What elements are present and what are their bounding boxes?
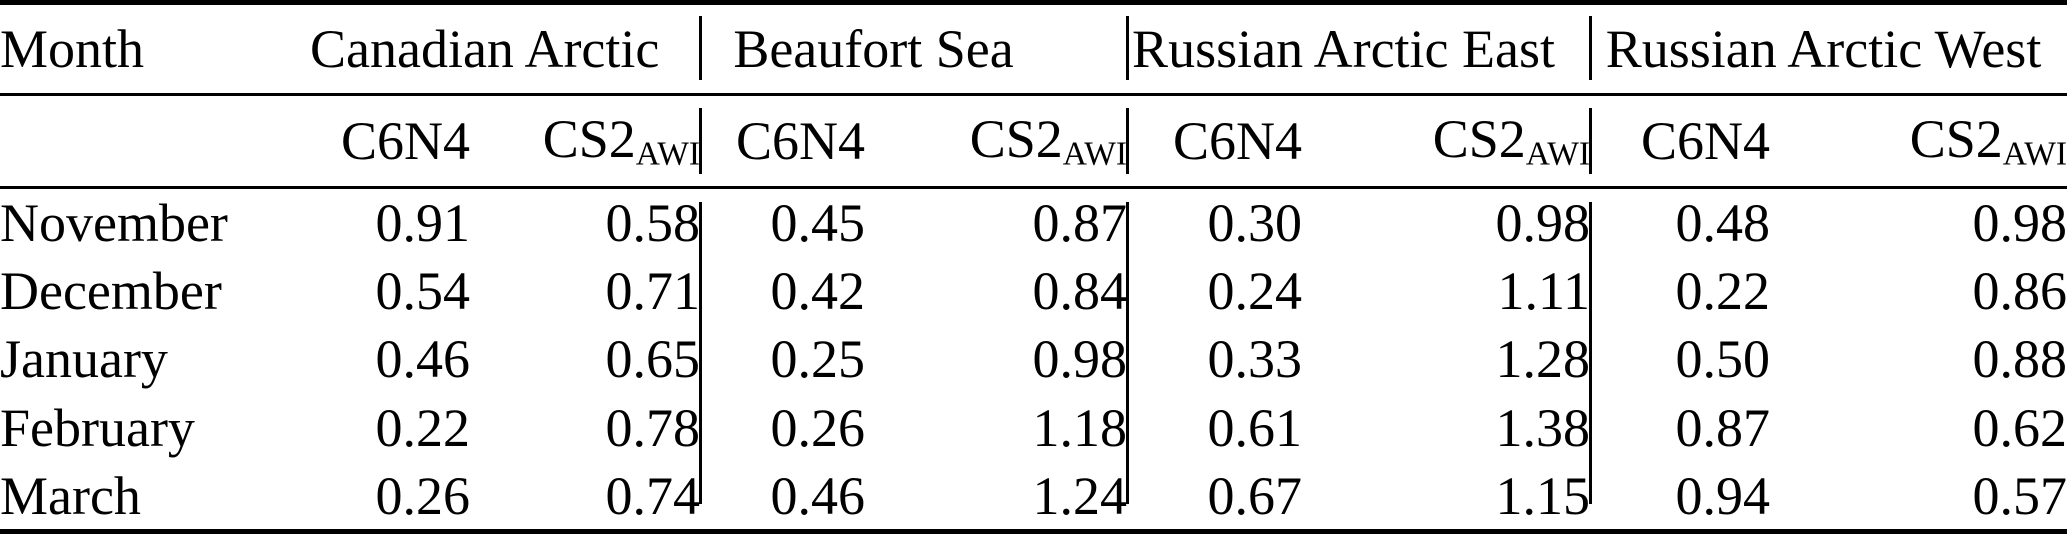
month-column-header: Month bbox=[0, 2, 310, 97]
value-cell: 0.26 bbox=[375, 465, 471, 526]
value-cell: 0.57 bbox=[1972, 465, 2067, 526]
value-cell: 0.86 bbox=[1972, 260, 2067, 321]
cs2-label: CS2 bbox=[1909, 109, 2003, 170]
value-cell: 1.18 bbox=[1032, 398, 1128, 459]
cs2-subscript: AWI bbox=[2002, 135, 2067, 173]
value-cell: 0.22 bbox=[1675, 260, 1771, 321]
table-row: November 0.91 0.58 0.45 0.87 0.30 0.98 0… bbox=[0, 187, 2067, 256]
subheader-cs2awi: CS2AWI bbox=[1302, 94, 1591, 189]
value-cell: 0.42 bbox=[770, 260, 866, 321]
subheader-cs2awi: CS2AWI bbox=[470, 94, 700, 189]
row-month: November bbox=[0, 192, 228, 253]
value-cell: 0.26 bbox=[770, 398, 866, 459]
row-month: December bbox=[0, 260, 222, 321]
subheader-c6n4: C6N4 bbox=[310, 94, 470, 189]
group-header-row: Month Canadian Arctic Beaufort Sea Russi… bbox=[0, 2, 2067, 97]
row-month: January bbox=[0, 329, 168, 390]
value-cell: 1.38 bbox=[1495, 398, 1591, 459]
column-divider-segment bbox=[1126, 16, 1129, 80]
value-cell: 0.94 bbox=[1675, 465, 1771, 526]
table-row: March 0.26 0.74 0.46 1.24 0.67 1.15 0.94… bbox=[0, 463, 2067, 532]
cs2-subscript: AWI bbox=[1525, 135, 1591, 173]
value-cell: 0.98 bbox=[1032, 329, 1128, 390]
value-cell: 0.61 bbox=[1207, 398, 1303, 459]
value-cell: 0.67 bbox=[1207, 465, 1303, 526]
cs2-label: CS2 bbox=[1432, 109, 1526, 170]
value-cell: 0.84 bbox=[1032, 260, 1128, 321]
column-divider-segment bbox=[699, 16, 702, 80]
column-divider-segment bbox=[1126, 202, 1129, 504]
value-cell: 0.71 bbox=[605, 260, 701, 321]
value-cell: 0.58 bbox=[605, 192, 701, 253]
table-row: January 0.46 0.65 0.25 0.98 0.33 1.28 0.… bbox=[0, 325, 2067, 394]
empty-corner-cell bbox=[0, 94, 310, 189]
column-divider-segment bbox=[699, 108, 702, 174]
group-header-russian-arctic-west: Russian Arctic West bbox=[1590, 2, 2067, 97]
column-divider-segment bbox=[1589, 108, 1592, 174]
column-divider-segment bbox=[1126, 108, 1129, 174]
subheader-c6n4: C6N4 bbox=[1590, 94, 1771, 189]
value-cell: 0.30 bbox=[1207, 192, 1303, 253]
group-header-russian-arctic-east: Russian Arctic East bbox=[1127, 2, 1591, 97]
value-cell: 1.15 bbox=[1495, 465, 1591, 526]
value-cell: 0.54 bbox=[375, 260, 471, 321]
value-cell: 1.11 bbox=[1497, 260, 1591, 321]
value-cell: 0.98 bbox=[1495, 192, 1591, 253]
table-row: December 0.54 0.71 0.42 0.84 0.24 1.11 0… bbox=[0, 256, 2067, 325]
value-cell: 0.78 bbox=[605, 398, 701, 459]
value-cell: 0.74 bbox=[605, 465, 701, 526]
value-cell: 0.46 bbox=[770, 465, 866, 526]
value-cell: 0.22 bbox=[375, 398, 471, 459]
value-cell: 0.88 bbox=[1972, 329, 2067, 390]
value-cell: 0.45 bbox=[770, 192, 866, 253]
group-header-canadian-arctic: Canadian Arctic bbox=[310, 2, 700, 97]
value-cell: 0.48 bbox=[1675, 192, 1771, 253]
row-month: February bbox=[0, 398, 195, 459]
cs2-subscript: AWI bbox=[635, 135, 700, 173]
subheader-cs2awi: CS2AWI bbox=[865, 94, 1128, 189]
value-cell: 1.24 bbox=[1032, 465, 1128, 526]
row-month: March bbox=[0, 465, 141, 526]
column-divider-segment bbox=[699, 202, 702, 504]
value-cell: 0.24 bbox=[1207, 260, 1303, 321]
value-cell: 1.28 bbox=[1495, 329, 1591, 390]
subheader-c6n4: C6N4 bbox=[700, 94, 865, 189]
subheader-c6n4: C6N4 bbox=[1127, 94, 1303, 189]
value-cell: 0.25 bbox=[770, 329, 866, 390]
value-cell: 0.98 bbox=[1972, 192, 2067, 253]
value-cell: 0.87 bbox=[1675, 398, 1771, 459]
column-divider-segment bbox=[1589, 202, 1592, 504]
value-cell: 0.46 bbox=[375, 329, 471, 390]
column-divider-segment bbox=[1589, 16, 1592, 80]
value-cell: 0.91 bbox=[375, 192, 471, 253]
value-cell: 0.87 bbox=[1032, 192, 1128, 253]
cs2-subscript: AWI bbox=[1062, 135, 1128, 173]
sub-header-row: C6N4 CS2AWI C6N4 CS2AWI C6N4 CS2AWI C6N4… bbox=[0, 94, 2067, 189]
value-cell: 0.33 bbox=[1207, 329, 1303, 390]
cs2-label: CS2 bbox=[969, 109, 1063, 170]
cs2-label: CS2 bbox=[542, 109, 636, 170]
value-cell: 0.50 bbox=[1675, 329, 1771, 390]
group-header-beaufort-sea: Beaufort Sea bbox=[700, 2, 1128, 97]
value-cell: 0.65 bbox=[605, 329, 701, 390]
value-cell: 0.62 bbox=[1972, 398, 2067, 459]
table-row: February 0.22 0.78 0.26 1.18 0.61 1.38 0… bbox=[0, 394, 2067, 463]
subheader-cs2awi: CS2AWI bbox=[1770, 94, 2067, 189]
